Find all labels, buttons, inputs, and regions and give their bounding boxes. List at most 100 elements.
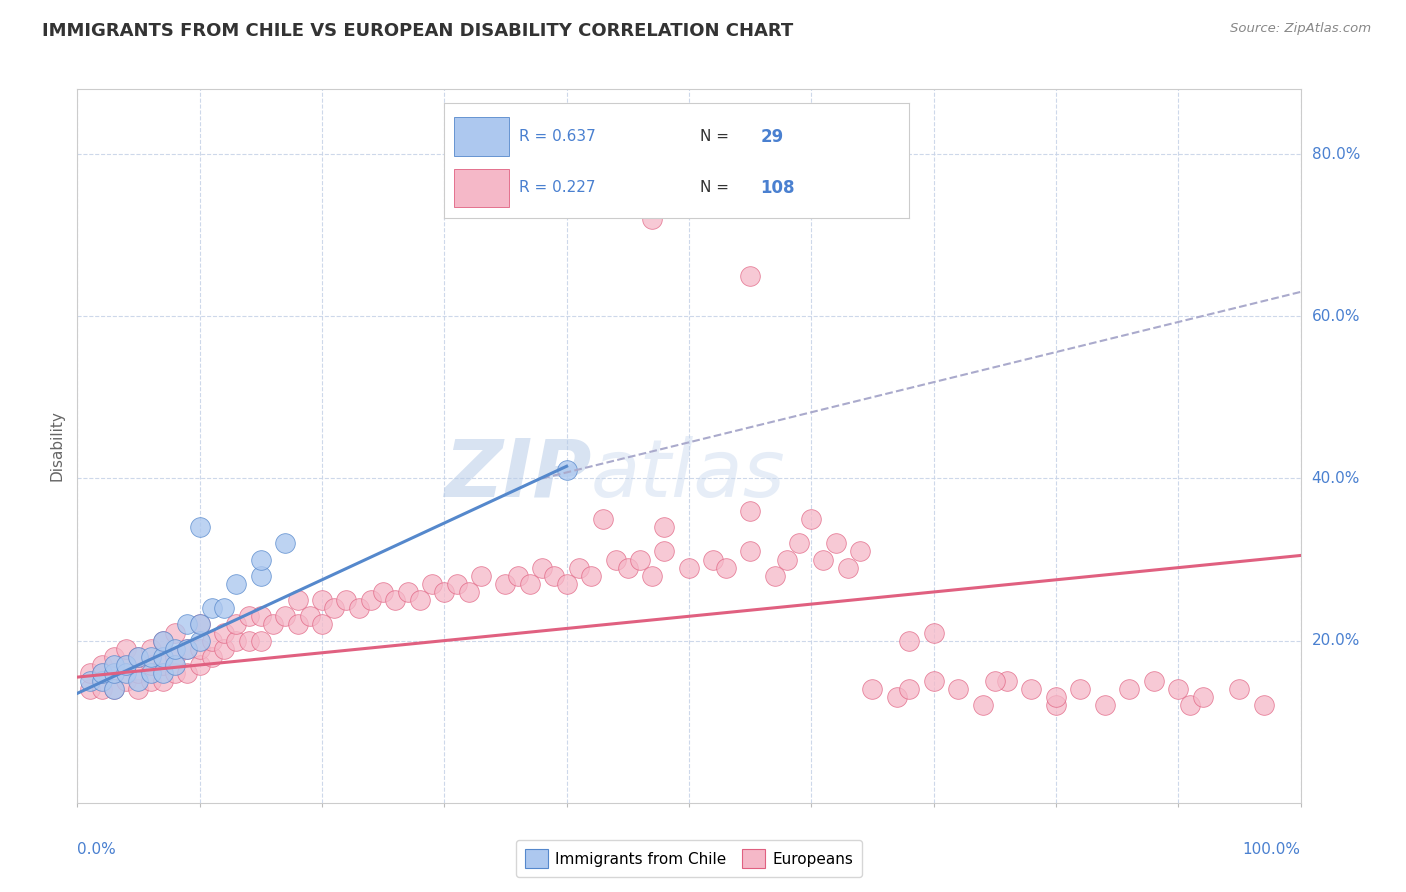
Point [862,682,884,697]
Point [225,617,247,632]
Point [1143,674,1166,689]
Point [127,666,149,681]
Point [579,568,602,582]
Point [188,617,211,632]
Point [347,601,370,615]
Text: 0.0%: 0.0% [77,842,117,856]
Point [90,682,112,697]
Point [922,674,945,689]
Point [898,682,921,697]
Point [127,649,149,664]
Point [787,536,810,550]
Y-axis label: Disability: Disability [49,410,65,482]
Point [201,649,224,664]
Point [152,657,174,672]
Point [311,593,333,607]
Point [274,609,297,624]
Point [543,568,565,582]
Point [298,609,321,624]
Point [176,617,198,632]
Point [188,520,211,534]
Point [813,552,835,566]
Point [115,657,138,672]
Text: IMMIGRANTS FROM CHILE VS EUROPEAN DISABILITY CORRELATION CHART: IMMIGRANTS FROM CHILE VS EUROPEAN DISABI… [42,22,793,40]
Text: atlas: atlas [591,435,786,514]
Point [139,649,162,664]
Point [641,211,664,226]
Point [800,512,823,526]
Text: 40.0%: 40.0% [1312,471,1360,486]
Point [922,625,945,640]
Point [262,617,284,632]
Point [335,593,357,607]
Point [103,657,125,672]
Point [103,666,125,681]
Point [371,585,394,599]
Point [212,641,235,656]
Point [115,674,138,689]
Point [250,633,273,648]
Point [654,544,676,558]
Point [384,593,406,607]
Point [165,641,187,656]
Point [984,674,1007,689]
Point [617,560,640,574]
Point [287,617,309,632]
Point [360,593,382,607]
Point [628,552,651,566]
Point [188,657,211,672]
Point [201,633,224,648]
Point [776,552,799,566]
Point [225,577,247,591]
Point [1191,690,1213,705]
Point [250,568,273,582]
Point [127,649,149,664]
Text: Source: ZipAtlas.com: Source: ZipAtlas.com [1230,22,1371,36]
Point [654,520,676,534]
Point [605,552,627,566]
Point [152,649,174,664]
Point [103,666,125,681]
Point [188,633,211,648]
Point [470,568,492,582]
Text: 20.0%: 20.0% [1312,633,1360,648]
Point [714,560,737,574]
Point [740,504,762,518]
Point [79,682,101,697]
Point [555,463,578,477]
Point [238,633,260,648]
Point [238,609,260,624]
Point [433,585,456,599]
Point [946,682,969,697]
Point [188,641,211,656]
Point [702,552,724,566]
Point [763,568,786,582]
Point [849,544,872,558]
Point [420,577,443,591]
Point [152,633,174,648]
Point [1253,698,1275,713]
Point [165,657,187,672]
Point [995,674,1018,689]
Point [592,512,614,526]
Point [152,674,174,689]
Point [225,633,247,648]
Point [311,617,333,632]
Point [1167,682,1189,697]
Point [824,536,846,550]
Point [457,585,479,599]
Point [176,641,198,656]
Point [139,666,162,681]
Point [740,544,762,558]
Point [212,601,235,615]
Text: ZIP: ZIP [444,435,591,514]
Point [531,560,554,574]
Point [139,657,162,672]
Text: 60.0%: 60.0% [1312,309,1360,324]
Point [188,617,211,632]
Point [103,649,125,664]
Point [139,641,162,656]
Point [1045,690,1067,705]
Legend: Immigrants from Chile, Europeans: Immigrants from Chile, Europeans [516,840,862,877]
Point [555,577,578,591]
